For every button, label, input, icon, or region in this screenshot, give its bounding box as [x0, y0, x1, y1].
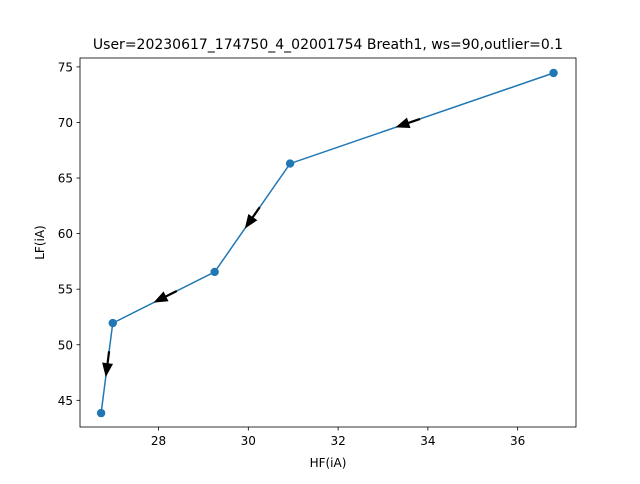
y-axis-label: LF(iA) — [33, 225, 47, 260]
data-point — [549, 68, 558, 78]
data-point — [96, 408, 106, 418]
data-point — [108, 318, 117, 328]
y-tick-label: 60 — [58, 227, 73, 241]
chart-title: User=20230617_174750_4_02001754 Breath1,… — [93, 37, 563, 53]
x-tick-label: 32 — [330, 434, 345, 448]
x-tick-label: 36 — [510, 434, 525, 448]
direction-arrow — [153, 289, 178, 303]
y-tick-label: 65 — [58, 172, 73, 186]
y-tick-label: 75 — [58, 60, 73, 74]
direction-arrow — [102, 351, 114, 378]
y-tick-label: 55 — [58, 283, 73, 297]
plot-area — [80, 58, 576, 427]
direction-arrow — [395, 117, 421, 129]
plot-frame — [79, 57, 577, 428]
series-layer — [96, 68, 558, 418]
x-tick-label: 30 — [241, 434, 256, 448]
axis-layer: 28 30 32 34 36 45 50 55 60 65 70 75 — [58, 60, 526, 448]
x-axis-label: HF(iA) — [310, 456, 347, 470]
x-tick-label: 28 — [151, 434, 166, 448]
y-tick-label: 45 — [58, 394, 73, 408]
y-tick-label: 70 — [58, 116, 73, 130]
data-point — [285, 159, 295, 168]
x-tick-label: 34 — [420, 434, 435, 448]
y-tick-label: 50 — [58, 338, 73, 352]
data-point — [210, 267, 219, 277]
direction-arrow — [244, 206, 261, 229]
